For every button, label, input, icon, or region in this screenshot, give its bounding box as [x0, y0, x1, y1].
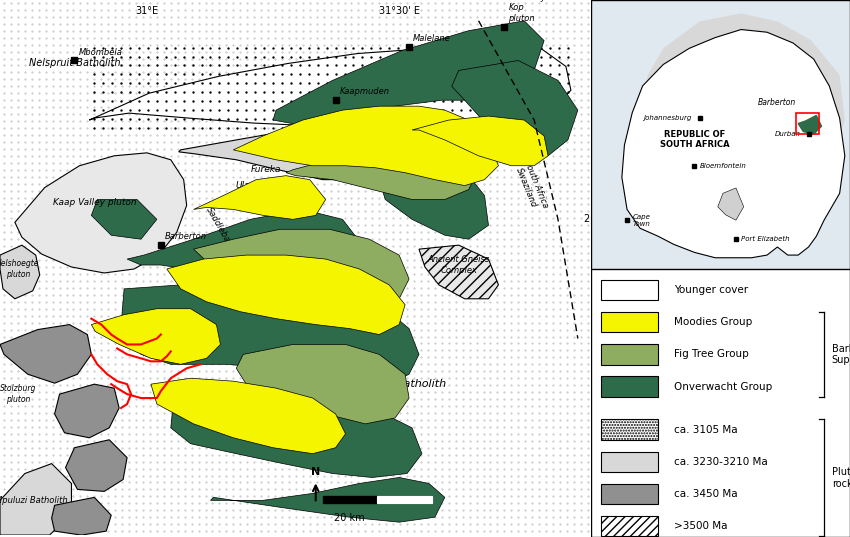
Bar — [796, 113, 819, 134]
Text: Barberton: Barberton — [165, 232, 207, 241]
Polygon shape — [643, 13, 845, 247]
Text: Younger cover: Younger cover — [674, 285, 748, 295]
Polygon shape — [0, 463, 71, 535]
Polygon shape — [91, 309, 220, 364]
Polygon shape — [52, 497, 111, 535]
Text: Moodies Group: Moodies Group — [674, 317, 752, 327]
Text: Bloemfontein: Bloemfontein — [700, 163, 746, 170]
Text: ca. 3105 Ma: ca. 3105 Ma — [674, 425, 737, 434]
Text: Onverwacht Group: Onverwacht Group — [674, 382, 772, 391]
Text: South Africa
Swaziland: South Africa Swaziland — [513, 158, 550, 213]
Polygon shape — [382, 176, 489, 239]
Text: Saddleback: Saddleback — [204, 206, 236, 252]
Text: Stentor pluton: Stentor pluton — [251, 141, 315, 150]
Bar — [601, 312, 658, 332]
Text: Mbombela: Mbombela — [78, 48, 122, 56]
Polygon shape — [171, 398, 422, 477]
Polygon shape — [65, 440, 128, 491]
Text: Ancient Gneiss
Complex: Ancient Gneiss Complex — [428, 255, 490, 275]
Polygon shape — [91, 200, 157, 239]
Text: Theespruit
pluton: Theespruit pluton — [69, 398, 110, 418]
Text: Stolzburg
pluton: Stolzburg pluton — [0, 384, 36, 404]
Text: Steynsdorp
pluton: Steynsdorp pluton — [60, 507, 103, 527]
Polygon shape — [0, 245, 40, 299]
Bar — [601, 452, 658, 472]
Bar — [601, 516, 658, 536]
Text: N: N — [311, 468, 320, 477]
Bar — [601, 419, 658, 440]
Text: >3500 Ma: >3500 Ma — [674, 521, 728, 531]
Text: Malelane: Malelane — [413, 34, 450, 42]
Text: 20 km: 20 km — [334, 513, 365, 523]
Polygon shape — [178, 125, 405, 180]
Text: Fureka: Fureka — [251, 165, 281, 174]
Polygon shape — [286, 140, 479, 200]
Polygon shape — [622, 30, 845, 258]
Polygon shape — [451, 61, 578, 156]
Polygon shape — [233, 106, 498, 186]
Polygon shape — [54, 384, 119, 438]
Polygon shape — [798, 115, 821, 134]
Text: Durban: Durban — [774, 131, 801, 137]
Bar — [601, 344, 658, 365]
Text: Mpuluzi Batholith: Mpuluzi Batholith — [0, 496, 68, 505]
Text: Stolzburg: Stolzburg — [28, 340, 68, 349]
Text: Port Elizabeth: Port Elizabeth — [741, 236, 790, 242]
Bar — [601, 280, 658, 300]
Polygon shape — [273, 21, 544, 126]
Text: 31°E: 31°E — [135, 6, 158, 16]
Text: ca. 3450 Ma: ca. 3450 Ma — [674, 489, 737, 499]
Text: Kaap Valley pluton: Kaap Valley pluton — [53, 198, 136, 207]
Bar — [601, 484, 658, 504]
Text: Barberton: Barberton — [757, 98, 796, 107]
Text: Salisbury
Kop
pluton: Salisbury Kop pluton — [508, 0, 547, 23]
Bar — [323, 496, 377, 503]
Text: Johannesburg: Johannesburg — [643, 115, 692, 121]
Polygon shape — [236, 344, 409, 424]
Text: Ulandi: Ulandi — [236, 181, 264, 190]
Text: ca. 3230-3210 Ma: ca. 3230-3210 Ma — [674, 457, 768, 467]
Text: Barberton
Supergroup: Barberton Supergroup — [832, 344, 850, 365]
Text: Cape
Town: Cape Town — [632, 214, 650, 227]
Text: Nelshoegte
pluton: Nelshoegte pluton — [0, 259, 40, 279]
Polygon shape — [151, 378, 345, 454]
Text: Plutonic
rocks: Plutonic rocks — [832, 467, 850, 489]
Polygon shape — [419, 245, 498, 299]
Polygon shape — [167, 255, 405, 335]
Polygon shape — [128, 209, 362, 285]
Bar — [377, 496, 432, 503]
Text: Kaapmuden: Kaapmuden — [339, 87, 389, 96]
Polygon shape — [89, 43, 571, 130]
Text: Nelspruit Batholith: Nelspruit Batholith — [29, 59, 120, 69]
Text: Dalmein
pluton: Dalmein pluton — [79, 458, 111, 477]
Text: Fig Tree Group: Fig Tree Group — [674, 350, 749, 359]
Polygon shape — [122, 285, 419, 388]
Polygon shape — [211, 477, 445, 522]
Text: REPUBLIC OF
SOUTH AFRICA: REPUBLIC OF SOUTH AFRICA — [660, 130, 729, 149]
Bar — [601, 376, 658, 397]
Polygon shape — [194, 176, 326, 219]
Polygon shape — [15, 153, 187, 273]
Polygon shape — [412, 116, 548, 166]
Text: 31°30' E: 31°30' E — [378, 6, 420, 16]
Polygon shape — [717, 188, 744, 220]
Polygon shape — [0, 324, 91, 383]
Polygon shape — [194, 229, 409, 304]
Text: 26° S: 26° S — [584, 214, 610, 224]
Text: Piggs Peak Batholith: Piggs Peak Batholith — [332, 379, 446, 389]
